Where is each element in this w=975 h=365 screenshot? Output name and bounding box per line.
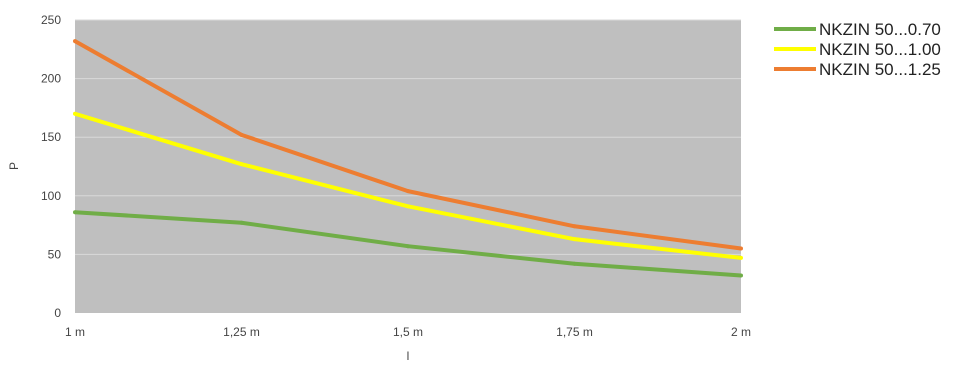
data-point [739, 246, 743, 251]
data-point [739, 255, 743, 260]
y-tick-label: 250 [41, 13, 61, 27]
data-point [239, 220, 244, 225]
y-tick-label: 200 [41, 72, 61, 86]
y-tick-label: 100 [41, 189, 61, 203]
data-point [406, 189, 410, 194]
legend-label: NKZIN 50...0.70 [819, 20, 941, 39]
x-tick-label: 1,5 m [393, 325, 423, 339]
data-point [406, 244, 410, 249]
x-tick-label: 1 m [65, 325, 85, 339]
gridlines [75, 19, 741, 255]
y-axis-label: P [7, 162, 21, 170]
x-axis-ticks: 1 m 1,25 m 1,5 m 1,75 m 2 m [65, 325, 751, 339]
x-tick-label: 2 m [731, 325, 751, 339]
legend-label: NKZIN 50...1.00 [819, 40, 941, 59]
y-tick-label: 150 [41, 130, 61, 144]
data-point [572, 224, 577, 229]
data-point [73, 39, 77, 44]
data-point [406, 204, 410, 209]
data-point [739, 273, 743, 278]
plot-area [75, 20, 741, 313]
data-point [239, 132, 244, 137]
data-point [239, 162, 244, 167]
y-tick-label: 50 [48, 247, 62, 261]
x-axis-label: l [407, 349, 410, 363]
data-point [73, 210, 77, 215]
x-tick-label: 1,25 m [223, 325, 260, 339]
series-lines [73, 39, 743, 278]
legend-label: NKZIN 50...1.25 [819, 60, 941, 79]
y-tick-label: 0 [54, 306, 61, 320]
x-tick-label: 1,75 m [556, 325, 593, 339]
data-point [572, 261, 577, 266]
y-axis-ticks: 0 50 100 150 200 250 [41, 13, 61, 320]
data-point [73, 111, 77, 116]
data-point [572, 237, 577, 242]
